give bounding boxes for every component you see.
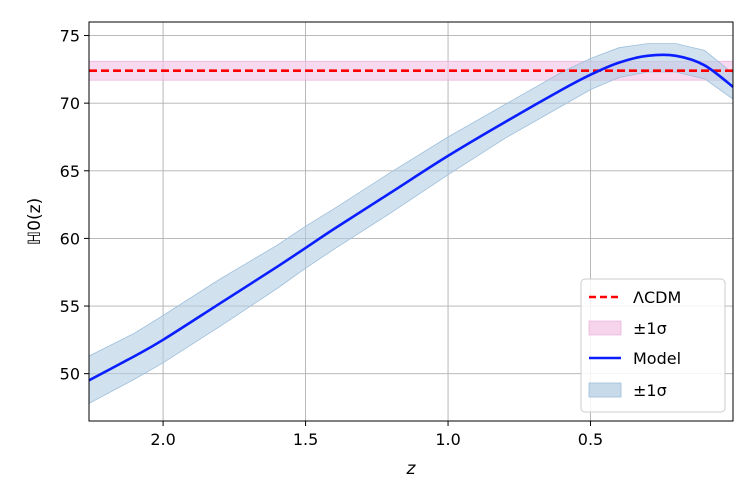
model-line	[89, 53, 733, 382]
legend-model-label: Model	[633, 349, 681, 368]
model-band	[89, 43, 733, 404]
y-tick-label: 75	[60, 27, 80, 46]
legend-lcdm-band-label: ±1σ	[633, 319, 667, 338]
y-tick-label: 60	[60, 229, 80, 248]
y-tick-label: 70	[60, 94, 80, 113]
plot-frame	[88, 21, 734, 422]
x-tick-label: 1.0	[435, 430, 460, 449]
x-tick-label: 1.5	[293, 430, 318, 449]
legend: ΛCDM ±1σ Model ±1σ	[580, 278, 726, 413]
x-tick-label: 0.5	[578, 430, 603, 449]
legend-lcdm-label: ΛCDM	[633, 288, 681, 307]
legend-lcdm-band-swatch	[588, 320, 622, 336]
x-tick-label: 2.0	[150, 430, 175, 449]
legend-model-band-label: ±1σ	[633, 381, 667, 400]
legend-model-band-swatch	[588, 382, 622, 398]
y-tick-label: 55	[60, 297, 80, 316]
y-axis-label: ℍ0(z)	[25, 198, 45, 245]
plot-data	[89, 43, 733, 404]
axis-ticks: 2.0 1.5 1.0 0.5 50 55 60 65 70 75	[60, 27, 604, 449]
x-axis-label: z	[406, 459, 417, 479]
y-tick-label: 65	[60, 162, 80, 181]
legend-box	[580, 278, 726, 413]
y-tick-label: 50	[60, 365, 80, 384]
